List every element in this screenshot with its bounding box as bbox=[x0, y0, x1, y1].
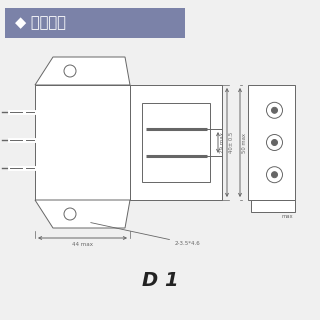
Circle shape bbox=[271, 107, 277, 113]
Polygon shape bbox=[35, 57, 130, 85]
FancyBboxPatch shape bbox=[35, 85, 130, 200]
Circle shape bbox=[271, 172, 277, 178]
FancyBboxPatch shape bbox=[5, 8, 185, 38]
Circle shape bbox=[267, 102, 283, 118]
Text: max: max bbox=[281, 214, 293, 219]
Circle shape bbox=[64, 208, 76, 220]
Circle shape bbox=[271, 140, 277, 146]
FancyBboxPatch shape bbox=[142, 103, 210, 182]
FancyBboxPatch shape bbox=[251, 200, 295, 212]
Text: 29 max: 29 max bbox=[220, 132, 225, 153]
Text: 44 max: 44 max bbox=[72, 242, 93, 247]
Text: 2-3.5*4.6: 2-3.5*4.6 bbox=[91, 223, 201, 246]
Circle shape bbox=[267, 167, 283, 183]
Text: 40± 0.5: 40± 0.5 bbox=[229, 132, 234, 153]
Text: 50 max: 50 max bbox=[242, 132, 247, 153]
FancyBboxPatch shape bbox=[248, 85, 295, 200]
Text: D 1: D 1 bbox=[142, 270, 178, 290]
Text: ◆ 外型尺寸: ◆ 外型尺寸 bbox=[15, 15, 66, 30]
Circle shape bbox=[267, 134, 283, 150]
Polygon shape bbox=[35, 200, 130, 228]
Circle shape bbox=[64, 65, 76, 77]
FancyBboxPatch shape bbox=[130, 85, 222, 200]
